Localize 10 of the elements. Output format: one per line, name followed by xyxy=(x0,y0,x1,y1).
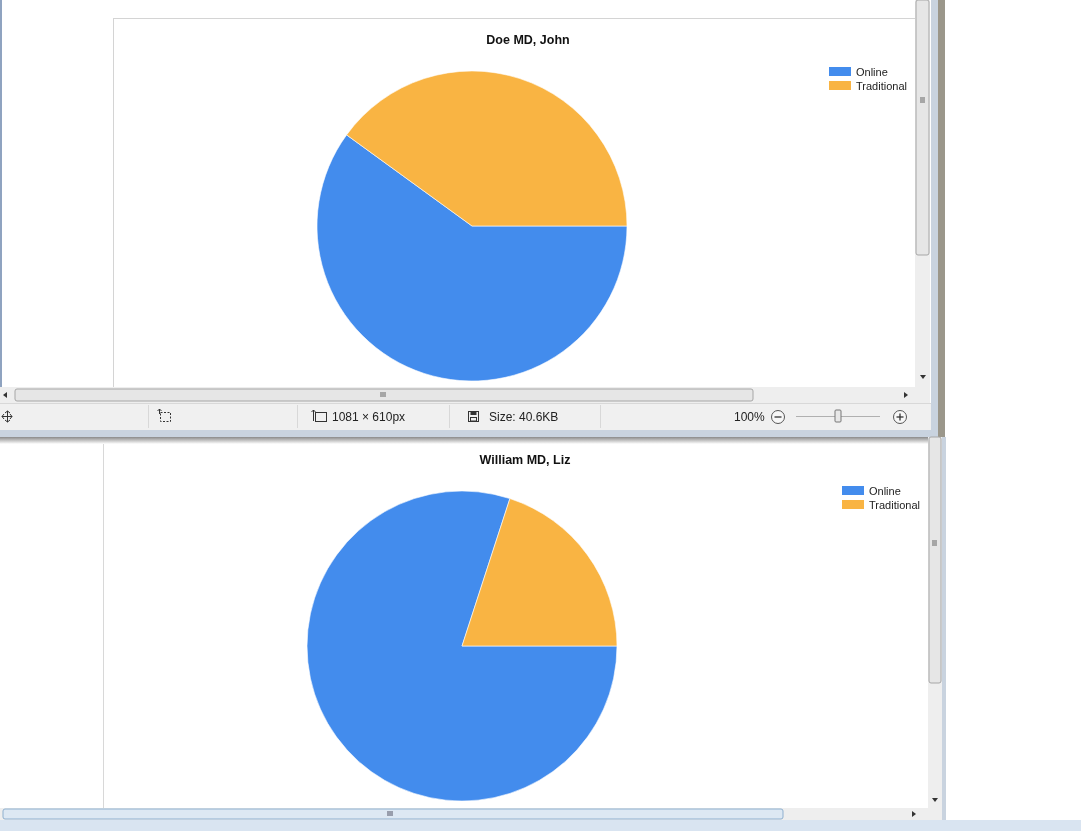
text: 1081 × 610px xyxy=(332,410,406,424)
legend-label: Traditional xyxy=(869,498,920,511)
chart-title: Doe MD, John xyxy=(486,33,570,47)
legend-label: Online xyxy=(869,484,901,497)
pie-slice xyxy=(306,490,618,802)
legend-label: Traditional xyxy=(856,79,907,92)
chart-title: William MD, Liz xyxy=(479,453,571,467)
text: 100% xyxy=(734,410,766,424)
text: Size: 40.6KB xyxy=(489,410,559,424)
legend-label: Online xyxy=(856,65,888,78)
